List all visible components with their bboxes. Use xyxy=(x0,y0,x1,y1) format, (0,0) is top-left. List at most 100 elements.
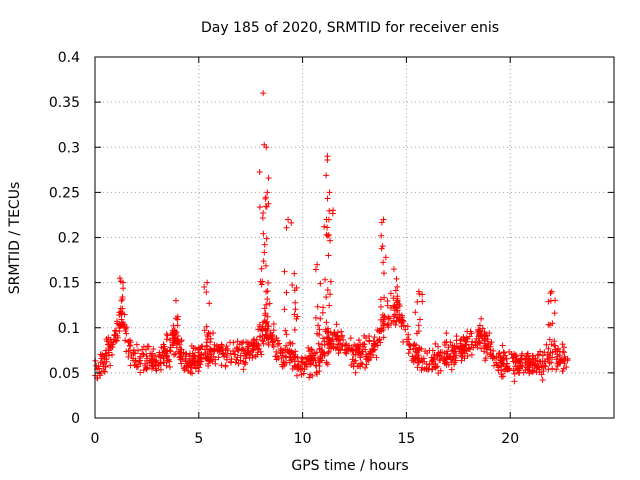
data-point xyxy=(460,348,467,355)
data-point xyxy=(327,278,334,285)
data-point xyxy=(309,372,316,379)
data-point xyxy=(314,371,321,378)
data-point xyxy=(283,331,290,338)
data-point xyxy=(371,346,378,353)
data-point xyxy=(390,266,397,273)
data-point xyxy=(255,341,262,348)
data-point xyxy=(322,276,329,283)
data-point xyxy=(178,346,185,353)
data-point xyxy=(421,358,428,365)
data-point xyxy=(516,359,523,366)
data-point xyxy=(280,358,287,365)
data-point xyxy=(261,241,268,248)
data-point xyxy=(251,336,258,343)
data-point xyxy=(250,346,257,353)
data-point xyxy=(500,355,507,362)
data-point xyxy=(263,144,270,151)
data-point xyxy=(117,278,124,285)
data-point xyxy=(164,332,171,339)
data-point xyxy=(264,189,271,196)
data-point xyxy=(390,317,397,324)
data-point xyxy=(223,356,230,363)
data-point xyxy=(326,207,333,214)
data-point xyxy=(140,351,147,358)
data-point xyxy=(475,327,482,334)
data-point xyxy=(123,348,130,355)
data-point xyxy=(469,338,476,345)
data-point xyxy=(379,243,386,250)
data-point xyxy=(450,353,457,360)
data-point xyxy=(295,366,302,373)
data-point xyxy=(174,313,181,320)
data-point xyxy=(551,310,558,317)
data-point xyxy=(324,153,331,160)
y-tick-label: 0.4 xyxy=(58,50,80,66)
y-tick-label: 0.1 xyxy=(58,321,80,337)
data-point xyxy=(327,237,334,244)
data-point xyxy=(384,302,391,309)
data-point xyxy=(256,169,263,176)
data-point xyxy=(460,347,467,354)
data-point xyxy=(429,366,436,373)
data-point xyxy=(116,275,123,282)
data-point xyxy=(423,365,430,372)
data-point xyxy=(448,366,455,373)
data-point xyxy=(369,347,376,354)
data-point xyxy=(264,288,271,295)
data-point xyxy=(201,284,208,291)
data-point xyxy=(130,347,137,354)
x-tick-label: 10 xyxy=(294,431,312,447)
data-point xyxy=(306,348,313,355)
data-point xyxy=(549,349,556,356)
data-point xyxy=(279,363,286,370)
data-point xyxy=(195,346,202,353)
data-point xyxy=(240,338,247,345)
data-point xyxy=(265,175,272,182)
data-point xyxy=(554,353,561,360)
data-point xyxy=(203,289,210,296)
data-point xyxy=(107,362,114,369)
data-point xyxy=(262,312,269,319)
data-point xyxy=(500,373,507,380)
data-point xyxy=(291,287,298,294)
data-point xyxy=(244,343,251,350)
data-point xyxy=(171,327,178,334)
data-point xyxy=(288,219,295,226)
data-point xyxy=(233,356,240,363)
data-point xyxy=(323,172,330,179)
data-point xyxy=(260,338,267,345)
data-point xyxy=(137,357,144,364)
data-point xyxy=(522,356,529,363)
data-point xyxy=(262,331,269,338)
data-point xyxy=(552,297,559,304)
data-point xyxy=(283,224,290,231)
data-point xyxy=(215,354,222,361)
data-point xyxy=(448,359,455,366)
data-point xyxy=(179,353,186,360)
data-point xyxy=(107,336,114,343)
data-point xyxy=(484,349,491,356)
x-tick-label: 20 xyxy=(501,431,519,447)
data-point xyxy=(282,346,289,353)
data-point xyxy=(211,341,218,348)
data-point xyxy=(206,300,213,307)
data-point xyxy=(464,353,471,360)
data-point xyxy=(391,307,398,314)
data-point xyxy=(373,354,380,361)
data-point xyxy=(120,285,127,292)
data-point xyxy=(479,325,486,332)
data-point xyxy=(380,314,387,321)
data-point xyxy=(331,329,338,336)
data-point xyxy=(500,360,507,367)
data-point xyxy=(291,354,298,361)
data-point xyxy=(409,353,416,360)
data-point xyxy=(263,301,270,308)
data-point xyxy=(163,336,170,343)
data-point xyxy=(429,347,436,354)
data-point xyxy=(307,361,314,368)
data-point xyxy=(339,343,346,349)
y-tick-label: 0.35 xyxy=(49,95,80,111)
data-point xyxy=(265,341,272,348)
data-point xyxy=(415,288,422,295)
data-point xyxy=(545,345,552,352)
